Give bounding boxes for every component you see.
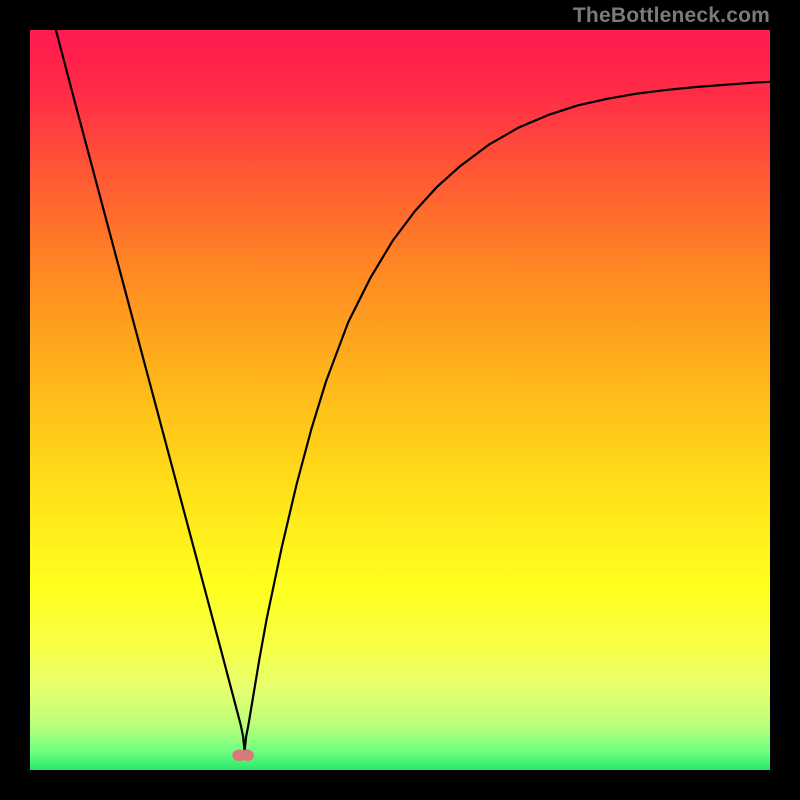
min-marker (232, 749, 254, 761)
chart-canvas: TheBottleneck.com (0, 0, 800, 800)
plot-svg (30, 30, 770, 770)
watermark-text: TheBottleneck.com (573, 4, 770, 28)
plot-area (30, 30, 770, 770)
gradient-background (30, 30, 770, 770)
